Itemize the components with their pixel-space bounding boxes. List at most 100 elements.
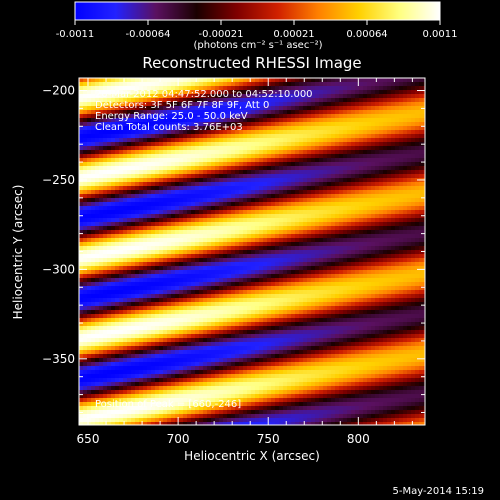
heatmap-cell xyxy=(283,246,288,251)
heatmap-cell xyxy=(403,78,408,83)
heatmap-cell xyxy=(263,174,268,179)
heatmap-cell xyxy=(155,166,160,171)
heatmap-cell xyxy=(183,282,188,287)
heatmap-cell xyxy=(131,154,136,159)
heatmap-cell xyxy=(179,250,184,255)
heatmap-cell xyxy=(139,198,144,203)
heatmap-cell xyxy=(379,114,384,119)
heatmap-cell xyxy=(299,234,304,239)
heatmap-cell xyxy=(351,282,356,287)
heatmap-cell xyxy=(259,146,264,151)
heatmap-cell xyxy=(167,294,172,299)
heatmap-cell xyxy=(231,194,236,199)
heatmap-cell xyxy=(119,146,124,151)
heatmap-cell xyxy=(263,210,268,215)
heatmap-cell xyxy=(175,138,180,143)
heatmap-cell xyxy=(135,250,140,255)
heatmap-cell xyxy=(143,130,148,135)
heatmap-cell xyxy=(231,114,236,119)
heatmap-cell xyxy=(263,290,268,295)
heatmap-cell xyxy=(171,286,176,291)
heatmap-cell xyxy=(235,90,240,95)
heatmap-cell xyxy=(127,138,132,143)
heatmap-cell xyxy=(263,122,268,127)
heatmap-cell xyxy=(331,110,336,115)
heatmap-cell xyxy=(307,218,312,223)
heatmap-cell xyxy=(199,78,204,83)
heatmap-cell xyxy=(187,238,192,243)
heatmap-cell xyxy=(359,134,364,139)
heatmap-cell xyxy=(207,138,212,143)
heatmap-cell xyxy=(407,302,412,307)
heatmap-cell xyxy=(411,294,416,299)
heatmap-cell xyxy=(255,202,260,207)
heatmap-cell xyxy=(303,254,308,259)
heatmap-cell xyxy=(419,130,424,135)
heatmap-cell xyxy=(371,162,376,167)
heatmap-cell xyxy=(319,206,324,211)
heatmap-cell xyxy=(123,210,128,215)
heatmap-cell xyxy=(331,290,336,295)
heatmap-cell xyxy=(411,198,416,203)
heatmap-cell xyxy=(83,126,88,131)
heatmap-cell xyxy=(263,166,268,171)
heatmap-cell xyxy=(203,234,208,239)
heatmap-cell xyxy=(311,170,316,175)
heatmap-cell xyxy=(299,222,304,227)
heatmap-cell xyxy=(199,230,204,235)
heatmap-cell xyxy=(203,118,208,123)
heatmap-cell xyxy=(359,206,364,211)
heatmap-cell xyxy=(303,78,308,83)
heatmap-cell xyxy=(371,234,376,239)
heatmap-cell xyxy=(383,302,388,307)
heatmap-cell xyxy=(387,242,392,247)
heatmap-cell xyxy=(135,246,140,251)
heatmap-cell xyxy=(159,230,164,235)
heatmap-cell xyxy=(291,94,296,99)
heatmap-cell xyxy=(167,306,172,311)
heatmap-cell xyxy=(231,150,236,155)
heatmap-cell xyxy=(155,306,160,311)
heatmap-cell xyxy=(411,278,416,283)
heatmap-cell xyxy=(279,130,284,135)
heatmap-cell xyxy=(263,242,268,247)
heatmap-cell xyxy=(331,154,336,159)
heatmap-cell xyxy=(155,294,160,299)
heatmap-cell xyxy=(231,298,236,303)
heatmap-cell xyxy=(155,110,160,115)
heatmap-cell xyxy=(235,214,240,219)
heatmap-cell xyxy=(283,254,288,259)
heatmap-cell xyxy=(327,262,332,267)
heatmap-cell xyxy=(211,78,216,83)
heatmap-cell xyxy=(167,130,172,135)
heatmap-cell xyxy=(87,130,92,135)
heatmap-cell xyxy=(407,106,412,111)
heatmap-cell xyxy=(151,234,156,239)
heatmap-cell xyxy=(339,298,344,303)
heatmap-cell xyxy=(87,178,92,183)
heatmap-cell xyxy=(131,306,136,311)
heatmap-cell xyxy=(351,102,356,107)
heatmap-cell xyxy=(383,250,388,255)
heatmap-cell xyxy=(303,242,308,247)
heatmap-cell xyxy=(339,98,344,103)
heatmap-cell xyxy=(387,166,392,171)
heatmap-cell xyxy=(255,238,260,243)
heatmap-cell xyxy=(83,110,88,115)
heatmap-cell xyxy=(335,142,340,147)
heatmap-cell xyxy=(107,94,112,99)
heatmap-cell xyxy=(423,150,425,155)
heatmap-cell xyxy=(287,166,292,171)
heatmap-cell xyxy=(167,214,172,219)
heatmap-cell xyxy=(383,254,388,259)
heatmap-cell xyxy=(239,162,244,167)
heatmap-cell xyxy=(367,286,372,291)
heatmap-cell xyxy=(199,222,204,227)
heatmap-cell xyxy=(119,218,124,223)
heatmap-cell xyxy=(179,86,184,91)
heatmap-cell xyxy=(179,146,184,151)
heatmap-cell xyxy=(227,298,232,303)
heatmap-cell xyxy=(387,302,392,307)
heatmap-cell xyxy=(315,110,320,115)
heatmap-cell xyxy=(359,90,364,95)
